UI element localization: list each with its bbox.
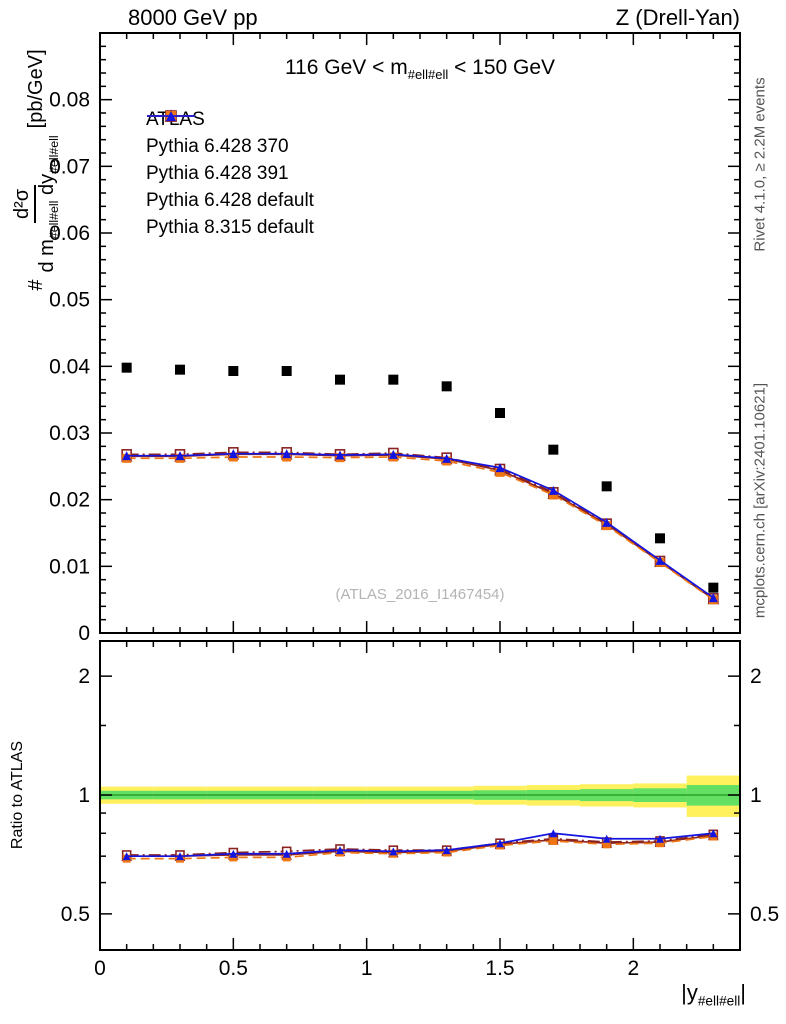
svg-text:0: 0	[78, 622, 90, 645]
x-axis-label-pre: |y	[681, 980, 698, 1005]
y-axis-label: # d²σ d m#ell#ell dy#ell#ell [pb/GeV]	[10, 0, 62, 350]
legend-item-pythia-6-428-default: Pythia 6.428 default	[146, 111, 314, 214]
svg-text:0.06: 0.06	[49, 222, 90, 245]
legend-label: Pythia 6.428 391	[146, 162, 289, 184]
legend-item-pythia-6-428-391: Pythia 6.428 391	[146, 110, 314, 187]
process-label: Z (Drell-Yan)	[615, 5, 740, 30]
svg-text:0.07: 0.07	[49, 155, 90, 178]
y-axis-label-denominator: d m#ell#ell dy#ell#ell	[36, 135, 61, 272]
y-axis-label-numerator: d²σ	[10, 184, 36, 223]
analysis-watermark: (ATLAS_2016_I1467454)	[335, 586, 505, 603]
svg-text:0.08: 0.08	[49, 89, 90, 112]
mass-cut-post: < 150 GeV	[448, 56, 556, 79]
svg-text:0.03: 0.03	[49, 422, 90, 445]
ratio-series	[121, 829, 719, 863]
legend-label: Pythia 6.428 default	[146, 189, 314, 211]
x-axis-label: |y#ell#ell|	[681, 980, 746, 1008]
y-axis-label-fraction: d²σ d m#ell#ell dy#ell#ell	[10, 135, 61, 273]
svg-text:1.5: 1.5	[485, 957, 514, 980]
svg-text:2: 2	[627, 957, 639, 980]
y-den-b: dy	[35, 173, 58, 201]
svg-text:0: 0	[94, 957, 106, 980]
legend-item-pythia-6-428-370: Pythia 6.428 370	[146, 109, 314, 160]
legend-label: Pythia 6.428 370	[146, 135, 289, 157]
rivet-version-note: Rivet 4.1.0, ≥ 2.2M events	[751, 77, 769, 252]
legend-item-pythia-8-315-default: Pythia 8.315 default	[146, 111, 314, 241]
svg-text:2: 2	[750, 665, 762, 688]
svg-text:0.01: 0.01	[49, 555, 90, 578]
svg-text:0.5: 0.5	[750, 903, 779, 926]
svg-text:2: 2	[78, 665, 90, 688]
ratio-y-axis-label: Ratio to ATLAS	[9, 740, 26, 850]
svg-text:0.5: 0.5	[219, 957, 248, 980]
mass-cut-pre: 116 GeV < m	[284, 56, 408, 79]
axis-ticks	[99, 33, 741, 950]
x-axis-label-post: |	[740, 980, 746, 1005]
y-axis-label-unit: [pb/GeV]	[24, 49, 47, 129]
x-axis-label-sub: #ell#ell	[697, 993, 741, 1009]
svg-text:0.05: 0.05	[49, 289, 90, 312]
svg-text:1: 1	[361, 957, 373, 980]
y-den-sub-a: #ell#ell	[46, 200, 61, 240]
legend-marker-triangle-filled	[147, 111, 195, 121]
main-series	[120, 362, 720, 605]
ratio-uncertainty-bands	[100, 775, 740, 817]
y-axis-label-prefix: #	[24, 279, 47, 291]
mcplots-note: mcplots.cern.ch [arXiv:2401.10621]	[751, 382, 769, 619]
y-den-a: d m	[35, 239, 58, 273]
tick-labels: 0 0.01 0.02 0.03 0.04 0.05 0.06 0.07 0.08 0.5 0.5 1…	[49, 89, 779, 980]
legend-label: Pythia 8.315 default	[146, 216, 314, 238]
svg-text:0.02: 0.02	[49, 489, 90, 512]
svg-text:1: 1	[750, 784, 762, 807]
svg-text:0.04: 0.04	[49, 355, 90, 378]
svg-text:0.5: 0.5	[61, 903, 90, 926]
svg-text:1: 1	[78, 784, 90, 807]
mass-cut-label: 116 GeV < m#ell#ell < 150 GeV	[100, 56, 740, 82]
y-den-sub-b: #ell#ell	[46, 135, 61, 174]
mass-cut-sub: #ell#ell	[407, 67, 449, 83]
beam-energy-label: 8000 GeV pp	[128, 5, 258, 30]
